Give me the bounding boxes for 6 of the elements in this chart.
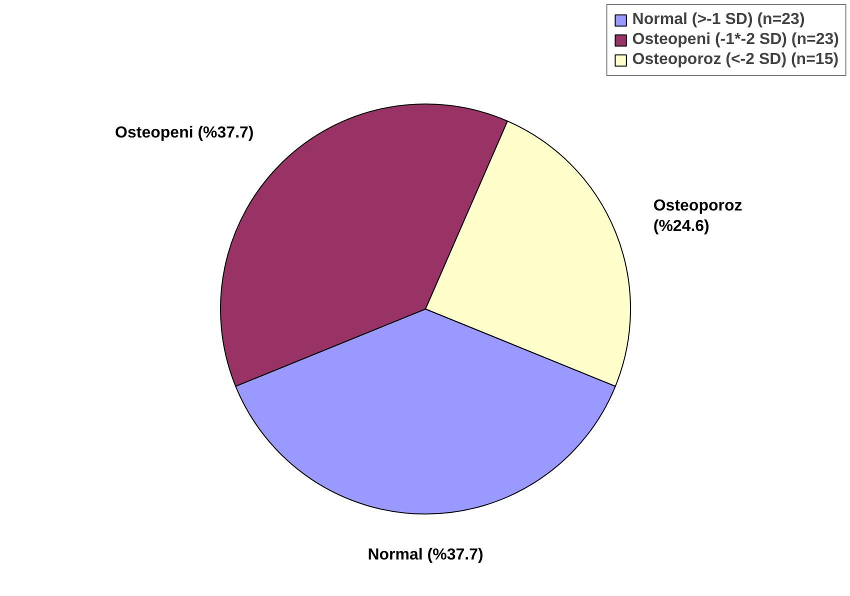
legend-label: Osteoporoz (<-2 SD) (n=15) [632, 51, 839, 69]
data-label: Osteoporoz (%24.6) [653, 198, 742, 235]
data-label: Osteopeni (%37.7) [115, 124, 254, 142]
legend-label: Osteopeni (-1*-2 SD) (n=23) [632, 31, 839, 49]
data-label: Normal (%37.7) [368, 546, 484, 564]
legend-label: Normal (>-1 SD) (n=23) [632, 11, 805, 29]
